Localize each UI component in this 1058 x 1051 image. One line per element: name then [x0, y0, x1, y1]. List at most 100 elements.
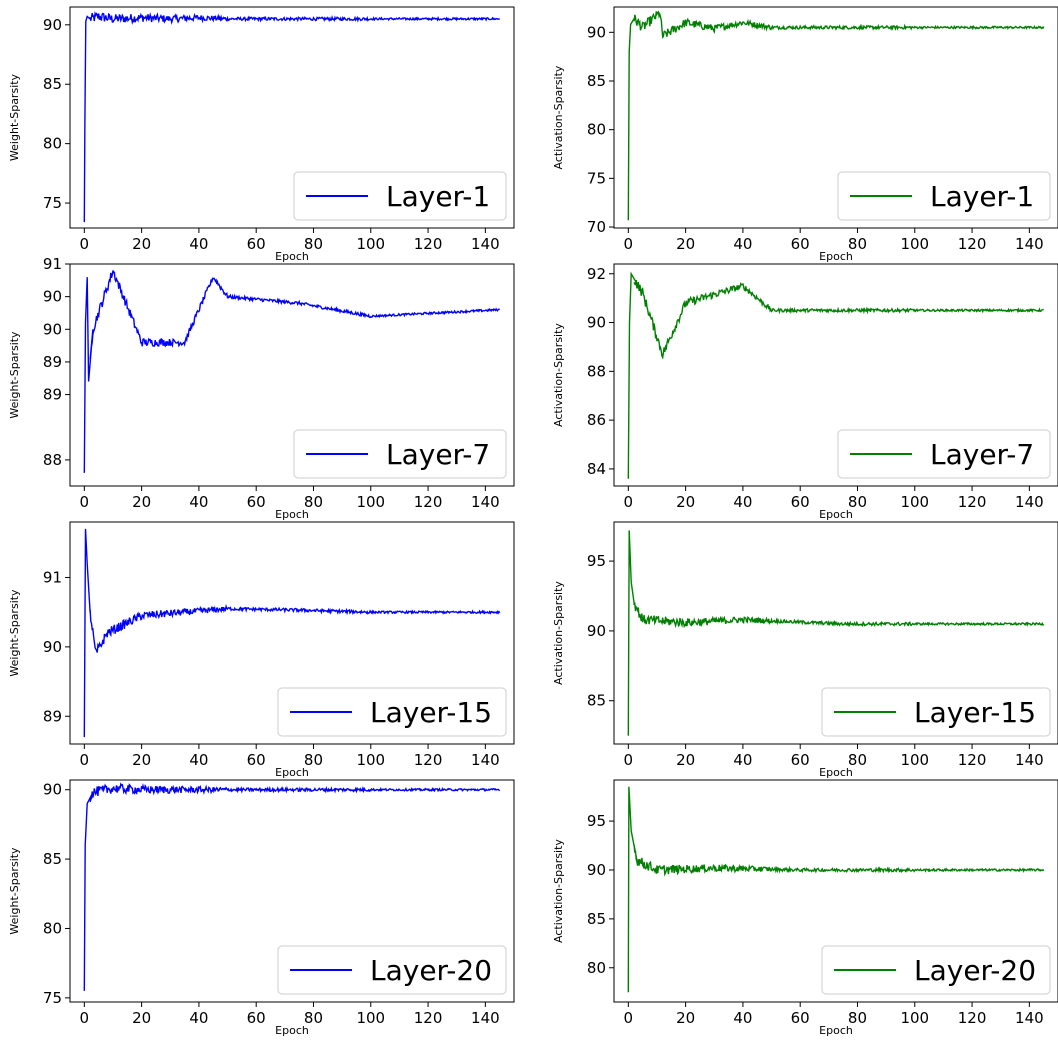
legend-label: Layer-1	[930, 180, 1034, 213]
y-tick-label: 88	[587, 362, 606, 380]
x-tick-label: 20	[676, 1009, 695, 1027]
legend: Layer-20	[821, 945, 1051, 995]
y-tick-label: 88	[43, 451, 62, 469]
axes-frame	[613, 779, 1058, 1003]
x-tick-label: 140	[1015, 751, 1044, 769]
legend-box	[293, 171, 507, 221]
x-tick-label: 40	[733, 235, 752, 253]
y-tick-label: 85	[587, 72, 606, 90]
x-tick-label: 120	[958, 751, 987, 769]
y-tick-label: 95	[587, 812, 606, 830]
axes-frame	[69, 779, 515, 1003]
subplot-right-2: 0 20 40 60 80 100 120 140 84 86 88 90 92 Activation-S…	[552, 263, 1058, 521]
x-tick-label: 120	[414, 493, 443, 511]
y-tick-label: 75	[43, 989, 62, 1007]
x-tick-label: 40	[189, 1009, 208, 1027]
x-tick-label: 0	[80, 1009, 90, 1027]
series-line	[627, 530, 1045, 736]
x-axis-label: Epoch	[275, 508, 309, 521]
y-tick-label: 90	[587, 622, 606, 640]
subplot-left-1: 0 20 40 60 80 100 120 140 75 80 85 90 Weight-Sparsit…	[8, 6, 515, 263]
axes-frame	[613, 6, 1058, 229]
x-tick-label: 80	[848, 751, 867, 769]
y-tick-label: 91	[43, 569, 62, 587]
x-tick-label: 100	[900, 493, 929, 511]
x-tick-label: 20	[132, 235, 151, 253]
axes-frame	[69, 521, 515, 745]
x-axis-label: Epoch	[275, 1024, 309, 1037]
x-tick-label: 80	[304, 493, 323, 511]
x-tick-label: 20	[132, 1009, 151, 1027]
x-tick-label: 120	[958, 235, 987, 253]
y-axis-label: Weight-Sparsity	[8, 73, 21, 161]
x-tick-label: 60	[791, 751, 810, 769]
x-tick-label: 80	[304, 1009, 323, 1027]
x-tick-label: 40	[189, 493, 208, 511]
x-tick-label: 20	[132, 493, 151, 511]
legend-box	[821, 945, 1051, 995]
y-axis-label: Activation-Sparsity	[552, 839, 565, 943]
axes-frame	[69, 6, 515, 229]
y-axis-label: Weight-Sparsity	[8, 331, 21, 419]
legend: Layer-7	[837, 429, 1051, 479]
y-tick-label: 80	[43, 135, 62, 153]
x-tick-label: 60	[247, 235, 266, 253]
y-axis-label: Weight-Sparsity	[8, 589, 21, 677]
subplot-right-4: 0 20 40 60 80 100 120 140 80 85 90 95 Activation-Spa…	[552, 779, 1058, 1037]
series-line	[83, 270, 501, 473]
y-tick-label: 85	[43, 850, 62, 868]
x-axis-label: Epoch	[819, 508, 853, 521]
series-line	[83, 528, 501, 738]
legend-box	[293, 429, 507, 479]
x-tick-label: 20	[676, 235, 695, 253]
x-tick-label: 80	[304, 235, 323, 253]
axes-frame	[613, 263, 1058, 487]
legend-label: Layer-15	[914, 696, 1036, 729]
legend: Layer-15	[277, 687, 507, 737]
y-tick-label: 90	[43, 781, 62, 799]
x-tick-label: 140	[1015, 493, 1044, 511]
legend-box	[277, 945, 507, 995]
x-axis-label: Epoch	[275, 250, 309, 263]
x-tick-label: 40	[189, 751, 208, 769]
x-tick-label: 40	[733, 1009, 752, 1027]
y-tick-label: 85	[587, 692, 606, 710]
legend-box	[821, 687, 1051, 737]
x-axis-label: Epoch	[275, 766, 309, 779]
x-tick-label: 100	[356, 235, 385, 253]
x-tick-label: 0	[80, 235, 90, 253]
x-tick-label: 60	[247, 751, 266, 769]
x-tick-label: 80	[304, 751, 323, 769]
series-line	[627, 10, 1045, 221]
legend: Layer-1	[293, 171, 507, 221]
legend-box	[837, 429, 1051, 479]
x-tick-label: 0	[624, 235, 634, 253]
y-tick-label: 89	[43, 353, 62, 371]
y-tick-label: 90	[43, 638, 62, 656]
x-tick-label: 120	[414, 1009, 443, 1027]
series-line	[83, 782, 501, 991]
y-axis-label: Activation-Sparsity	[552, 581, 565, 685]
x-tick-label: 140	[1015, 235, 1044, 253]
x-tick-label: 0	[624, 1009, 634, 1027]
x-tick-label: 140	[471, 235, 500, 253]
y-tick-label: 75	[587, 169, 606, 187]
y-tick-label: 89	[43, 707, 62, 725]
x-tick-label: 140	[471, 751, 500, 769]
x-tick-label: 100	[356, 751, 385, 769]
x-tick-label: 120	[414, 751, 443, 769]
x-axis-label: Epoch	[819, 250, 853, 263]
x-tick-label: 20	[676, 493, 695, 511]
series-line	[83, 10, 500, 223]
x-tick-label: 80	[848, 493, 867, 511]
y-tick-label: 86	[587, 411, 606, 429]
subplot-left-2: 0 20 40 60 80 100 120 140 88 89 89 90 90 91 Weight-Spa…	[8, 255, 515, 521]
subplot-left-4: 0 20 40 60 80 100 120 140 75 80 85 90 Weight-Sparsit…	[8, 779, 515, 1037]
legend-label: Layer-20	[370, 954, 492, 987]
y-axis-label: Weight-Sparsity	[8, 847, 21, 935]
axes-frame	[69, 263, 515, 487]
x-tick-label: 80	[848, 1009, 867, 1027]
x-tick-label: 140	[1015, 1009, 1044, 1027]
legend: Layer-1	[837, 171, 1051, 221]
y-tick-label: 90	[587, 314, 606, 332]
